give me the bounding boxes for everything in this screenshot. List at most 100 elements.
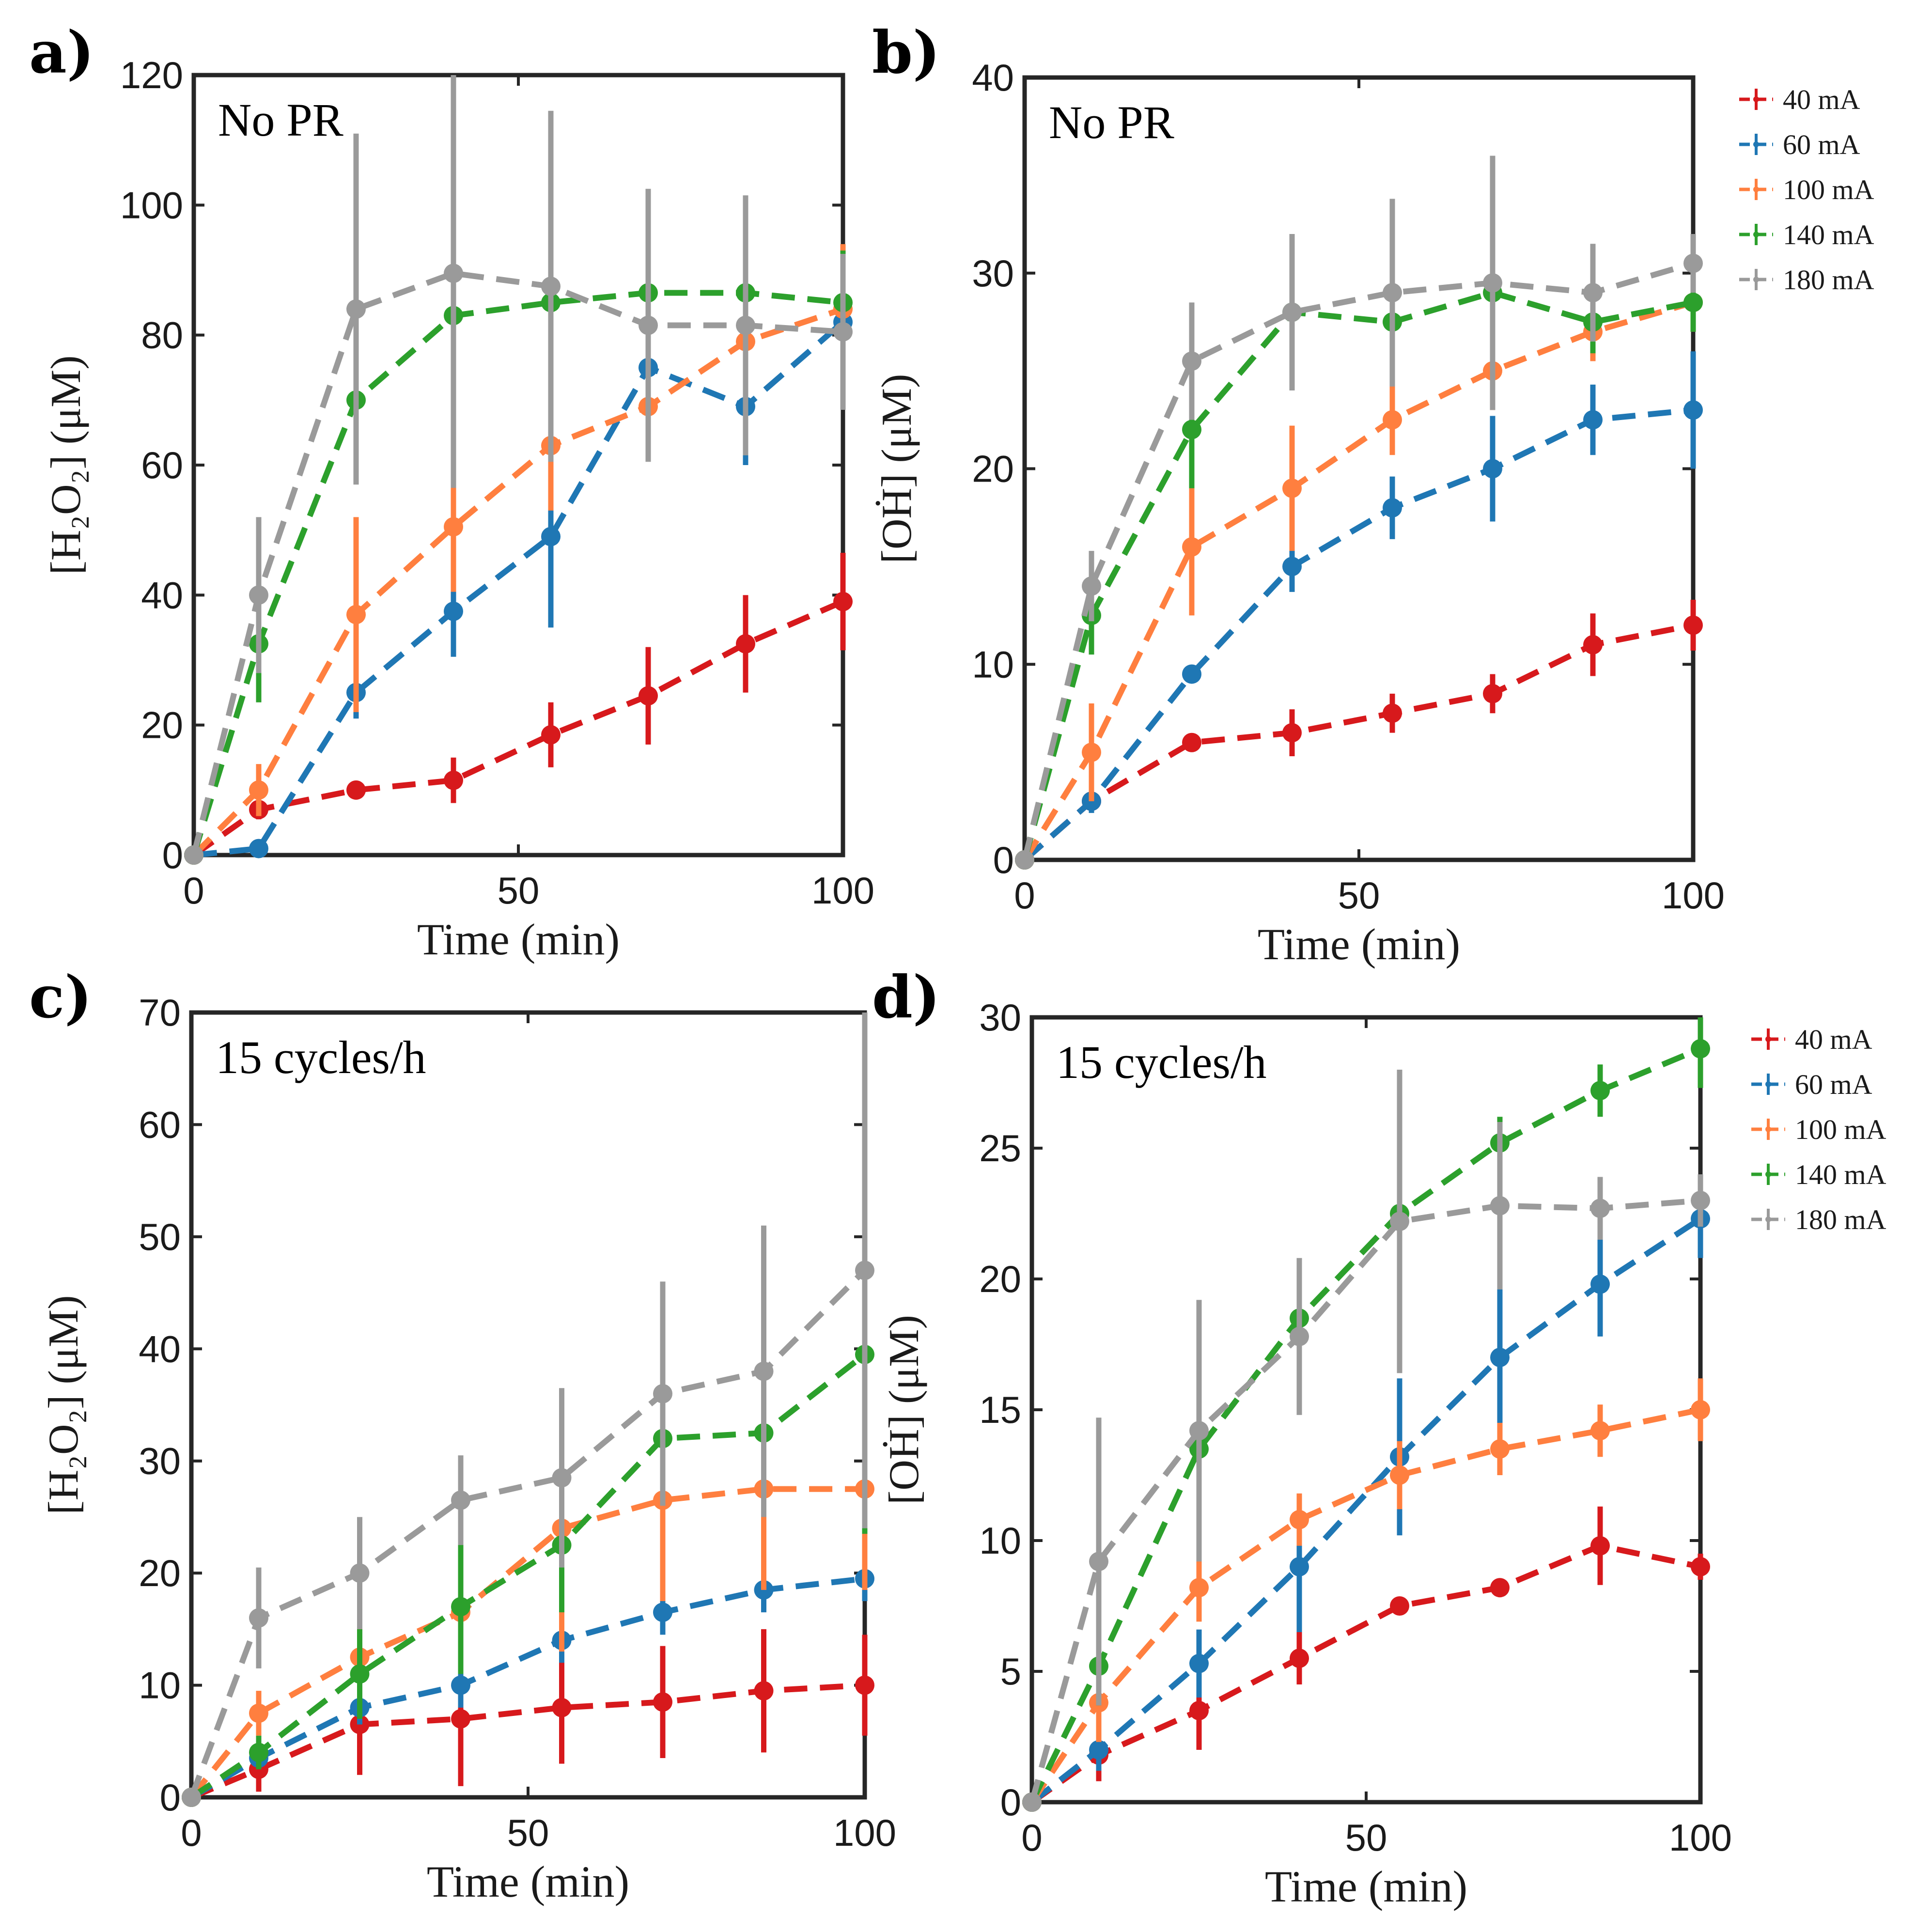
legend-swatch-marker bbox=[1765, 1081, 1771, 1087]
series-180-ma bbox=[1022, 1070, 1710, 1812]
x-tick-label: 50 bbox=[498, 869, 540, 912]
data-point bbox=[1490, 1348, 1510, 1367]
data-point bbox=[1182, 420, 1201, 439]
data-point bbox=[653, 1603, 672, 1622]
series-60-ma bbox=[1022, 1179, 1710, 1812]
series-line bbox=[1023, 622, 1694, 862]
series-100-ma bbox=[184, 244, 853, 865]
data-point bbox=[1390, 1596, 1409, 1616]
x-tick-label: 0 bbox=[1014, 874, 1035, 917]
data-point bbox=[1182, 664, 1201, 684]
y-tick-label: 20 bbox=[979, 1258, 1021, 1300]
legend-label: 60 mA bbox=[1783, 129, 1860, 160]
data-point bbox=[653, 1692, 672, 1712]
series-line bbox=[1022, 260, 1694, 861]
series-line bbox=[193, 320, 845, 858]
data-point bbox=[1383, 703, 1402, 723]
y-tick-label: 60 bbox=[139, 1103, 181, 1146]
y-tick-label: 0 bbox=[162, 834, 183, 876]
data-point bbox=[1490, 1578, 1510, 1598]
data-point bbox=[1189, 1421, 1209, 1441]
data-point bbox=[1390, 1465, 1409, 1485]
data-point bbox=[1691, 1400, 1710, 1419]
data-point bbox=[444, 770, 463, 790]
data-point bbox=[1089, 1552, 1108, 1572]
data-point bbox=[754, 1681, 774, 1701]
y-tick-label: 10 bbox=[979, 1519, 1021, 1562]
y-tick-label: 30 bbox=[972, 252, 1014, 295]
data-point bbox=[1683, 615, 1703, 635]
panel-annotation: 15 cycles/h bbox=[216, 1031, 426, 1083]
data-point bbox=[1390, 1212, 1409, 1231]
x-axis-title: Time (min) bbox=[1265, 1862, 1467, 1911]
data-point bbox=[541, 725, 561, 745]
legend: 40 mA 60 mA 100 mA 140 mA 180 mA bbox=[1751, 1024, 1886, 1235]
data-point bbox=[736, 634, 755, 654]
data-point bbox=[1683, 293, 1703, 312]
series-line bbox=[191, 270, 843, 856]
data-point bbox=[1015, 850, 1034, 870]
series-line bbox=[191, 306, 844, 857]
series-100-ma bbox=[1022, 1378, 1710, 1812]
x-tick-label: 100 bbox=[1669, 1816, 1732, 1859]
data-point bbox=[350, 1563, 370, 1583]
data-point bbox=[451, 1597, 470, 1617]
data-point bbox=[552, 1698, 572, 1717]
data-point bbox=[249, 1743, 268, 1762]
legend-swatch-marker bbox=[1753, 232, 1759, 237]
series-line bbox=[1022, 299, 1694, 862]
legend-label: 40 mA bbox=[1783, 84, 1860, 115]
y-tick-label: 5 bbox=[1000, 1650, 1021, 1693]
data-point bbox=[736, 315, 755, 335]
y-tick-label: 20 bbox=[139, 1552, 181, 1594]
y-tick-label: 120 bbox=[120, 54, 183, 96]
chart-panel-b: b) 0 10 20 30 40 0 50 100 Time (min) [OḢ] (μM) No P… bbox=[872, 18, 1874, 969]
series-line bbox=[1030, 1216, 1702, 1805]
data-point bbox=[182, 1788, 201, 1807]
data-point bbox=[1282, 302, 1302, 322]
panel-annotation: No PR bbox=[1049, 96, 1174, 148]
legend: 40 mA 60 mA 100 mA 140 mA 180 mA bbox=[1739, 84, 1874, 296]
data-point bbox=[1683, 400, 1703, 420]
chart-panel-d: d) 0 5 10 15 20 25 30 0 50 100 Time (min) [OḢ] (μM) 1… bbox=[872, 963, 1886, 1911]
data-point bbox=[1590, 1274, 1610, 1294]
data-point bbox=[451, 1490, 470, 1510]
series-line bbox=[1022, 289, 1694, 861]
data-point bbox=[1182, 732, 1201, 752]
data-point bbox=[346, 780, 366, 800]
y-tick-label: 30 bbox=[139, 1440, 181, 1482]
data-point bbox=[444, 601, 463, 621]
legend-swatch-marker bbox=[1765, 1126, 1771, 1132]
x-tick-label: 100 bbox=[811, 869, 874, 912]
series-line bbox=[188, 1268, 867, 1799]
panel-label: b) bbox=[872, 18, 940, 87]
legend-label: 180 mA bbox=[1795, 1204, 1886, 1235]
data-point bbox=[1082, 576, 1101, 596]
series-line bbox=[1030, 1542, 1701, 1805]
data-point bbox=[1282, 478, 1302, 498]
y-tick-label: 80 bbox=[141, 314, 183, 357]
y-tick-label: 40 bbox=[141, 574, 183, 616]
data-point bbox=[833, 322, 853, 342]
data-point bbox=[1189, 1701, 1209, 1720]
panel-annotation: 15 cycles/h bbox=[1056, 1036, 1267, 1088]
series-40-ma bbox=[1022, 1506, 1710, 1812]
x-tick-label: 50 bbox=[1345, 1816, 1387, 1859]
legend-swatch-marker bbox=[1765, 1036, 1771, 1042]
data-point bbox=[639, 686, 658, 706]
data-point bbox=[350, 1664, 370, 1684]
data-point bbox=[249, 1703, 268, 1723]
data-point bbox=[1022, 1792, 1042, 1812]
data-point bbox=[1282, 557, 1302, 576]
series-line bbox=[189, 1486, 865, 1799]
y-axis-title: [OḢ] (μM) bbox=[881, 1315, 928, 1505]
series-60-ma bbox=[1015, 351, 1703, 870]
y-tick-label: 20 bbox=[141, 704, 183, 747]
data-point bbox=[1583, 635, 1603, 654]
y-axis-title: [OḢ] (μM) bbox=[873, 374, 920, 564]
data-point bbox=[346, 605, 366, 624]
data-point bbox=[1490, 1439, 1510, 1459]
data-point bbox=[541, 277, 561, 296]
chart-panel-a: a) 0 20 40 60 80 100 120 0 50 100 Time (min) [H₂O₂] … bbox=[29, 18, 874, 964]
data-point bbox=[1182, 537, 1201, 557]
